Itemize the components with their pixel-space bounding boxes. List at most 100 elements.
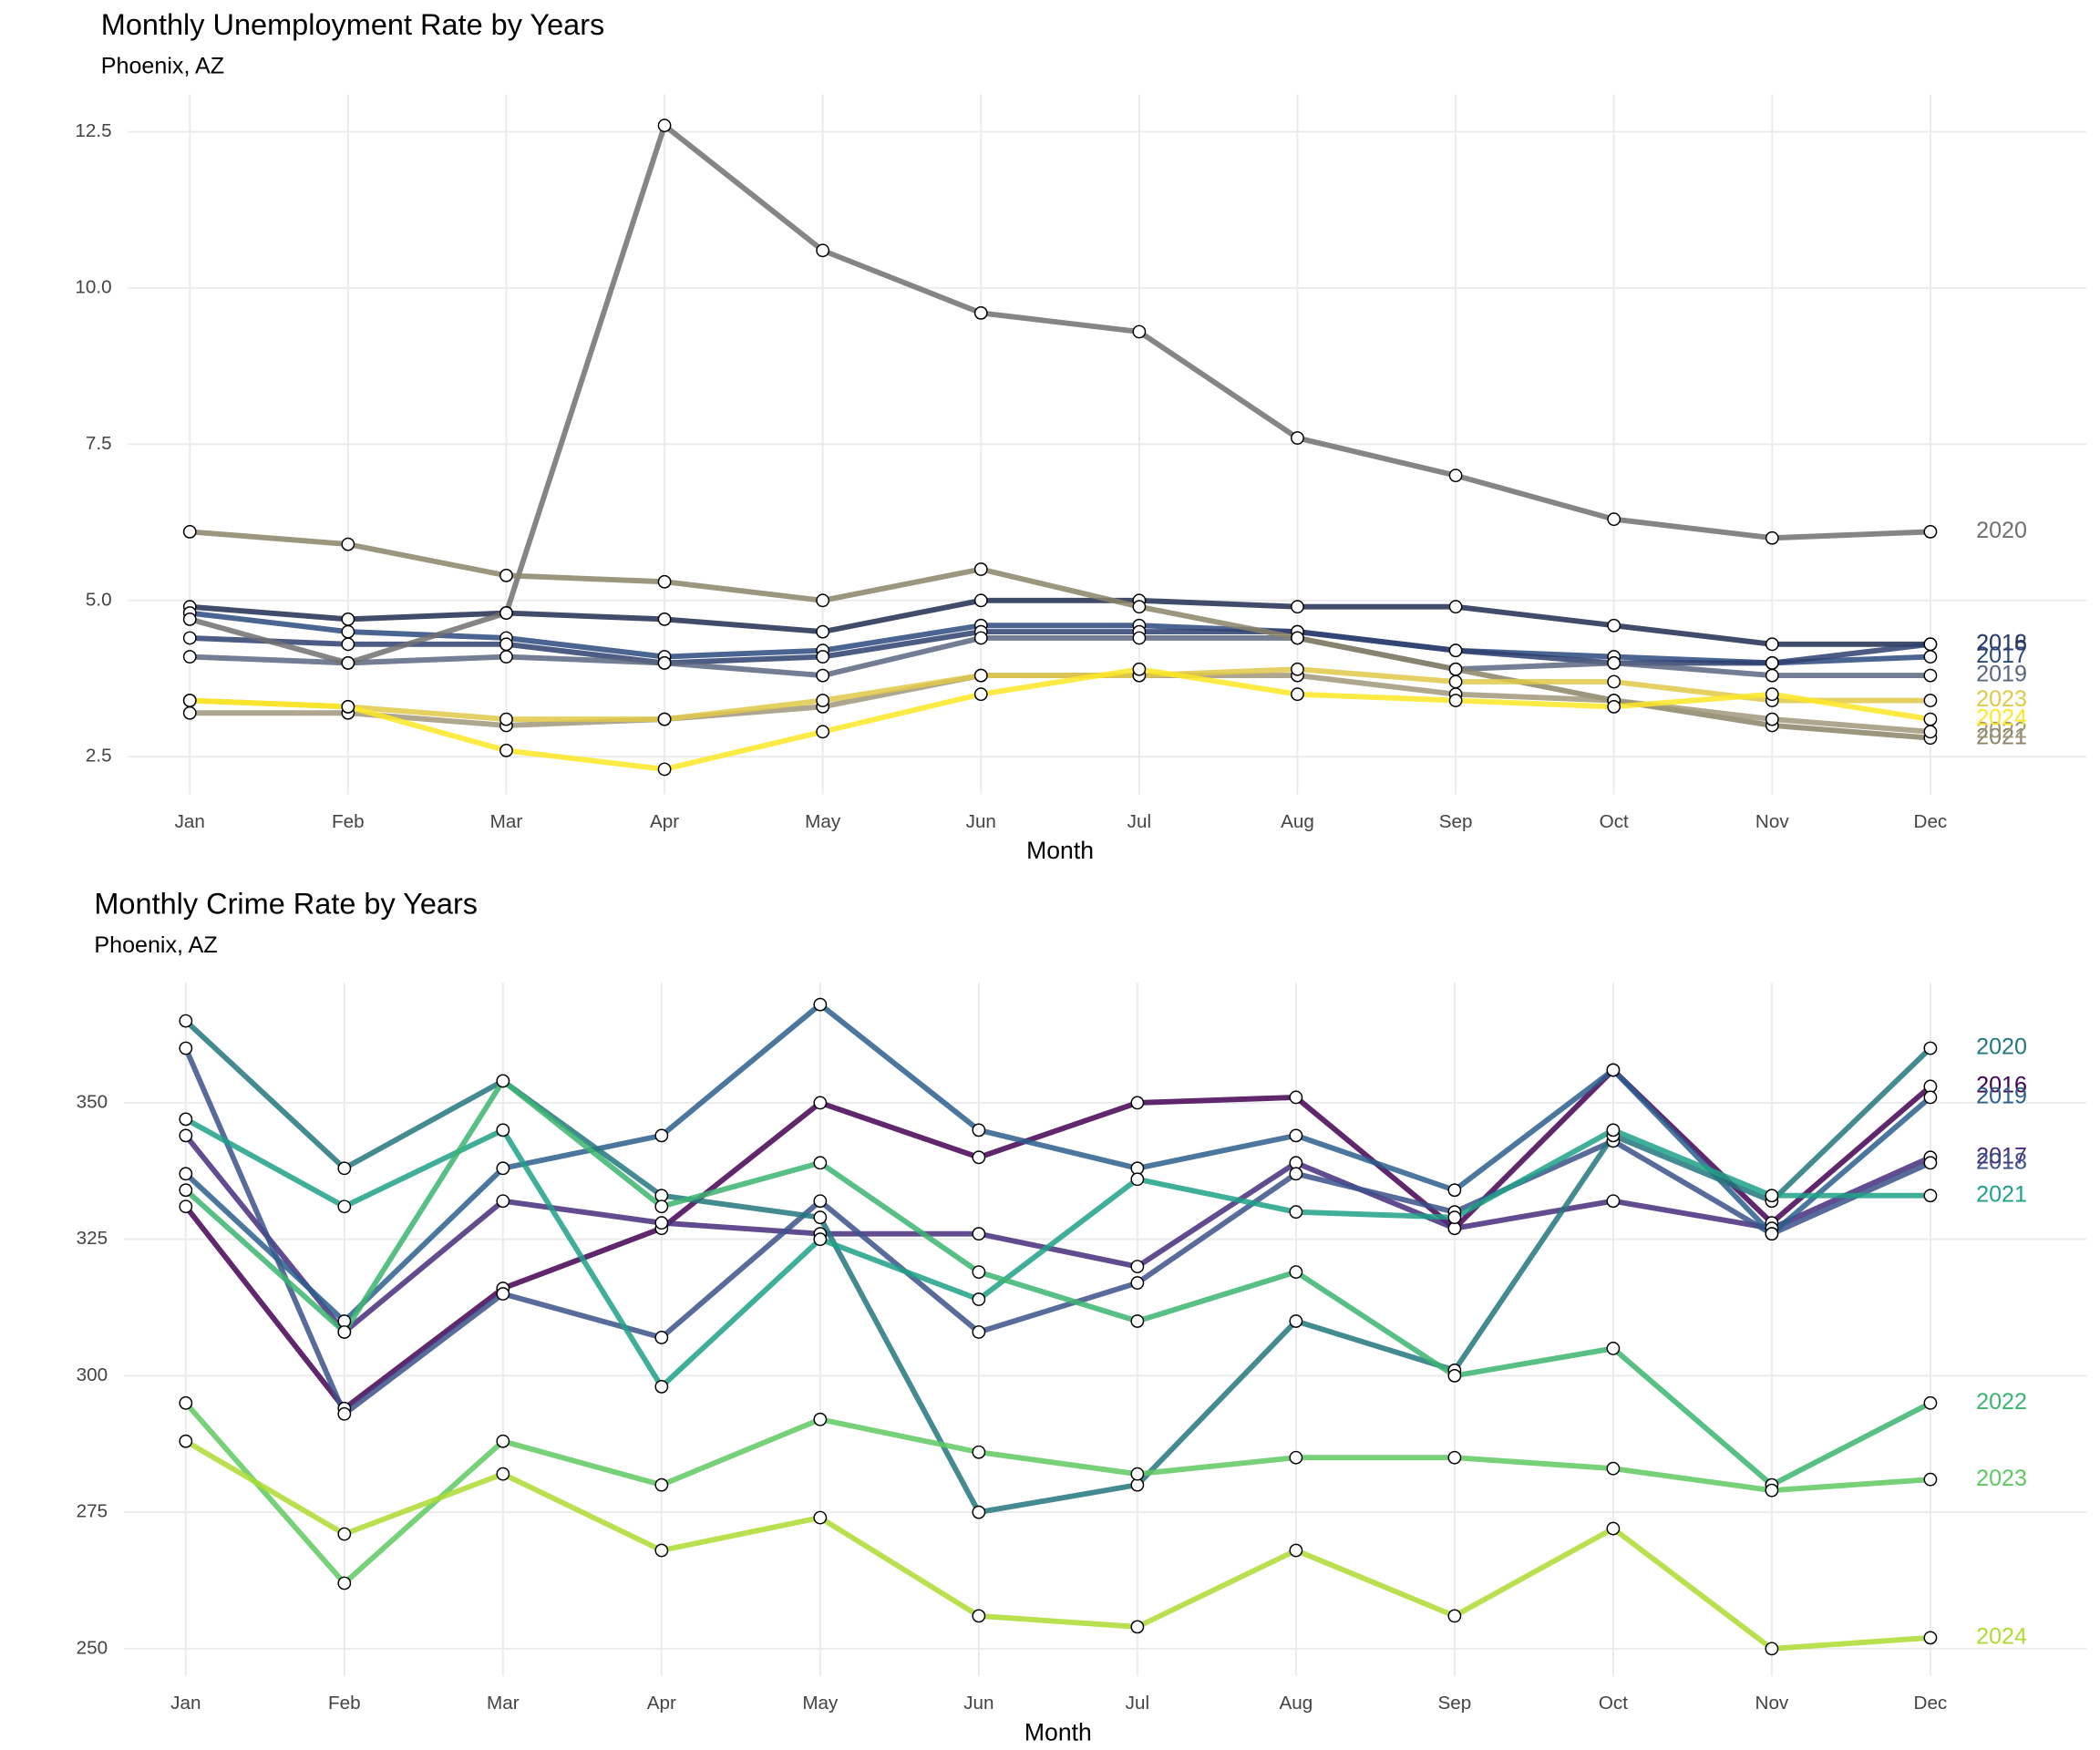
data-point <box>972 1325 986 1339</box>
y-tick-label: 300 <box>77 1364 108 1385</box>
data-point <box>1765 530 1779 545</box>
data-point <box>1765 656 1779 670</box>
series-end-label: 2021 <box>1976 724 2027 749</box>
y-tick-label: 325 <box>77 1228 108 1249</box>
data-point <box>179 1199 193 1214</box>
data-point <box>1923 637 1938 652</box>
x-tick-label: Sep <box>1439 811 1473 832</box>
data-point <box>1923 725 1938 739</box>
y-tick-label: 5.0 <box>86 589 112 610</box>
series-line <box>189 610 1931 666</box>
data-point <box>654 1477 669 1492</box>
data-point <box>813 1096 828 1110</box>
data-point <box>1291 662 1304 676</box>
data-point <box>654 1128 669 1143</box>
data-point <box>1289 1265 1303 1279</box>
x-tick-label: Nov <box>1755 811 1789 832</box>
data-point <box>1447 1183 1462 1198</box>
data-point <box>1291 431 1304 445</box>
series-end-label: 2016 <box>1976 630 2027 655</box>
data-point <box>1289 1128 1303 1143</box>
data-point <box>813 997 828 1012</box>
x-tick-label: Mar <box>490 811 523 832</box>
data-point <box>1289 1205 1303 1220</box>
data-point <box>973 687 988 702</box>
x-axis-title: Month <box>1024 1718 1092 1745</box>
data-point <box>1607 656 1621 670</box>
data-point <box>972 1265 986 1279</box>
data-point <box>813 1194 828 1209</box>
data-point <box>496 1074 510 1088</box>
data-point <box>973 668 988 683</box>
data-point <box>1923 668 1938 683</box>
data-point <box>1606 1123 1621 1138</box>
data-point <box>1447 1210 1462 1225</box>
data-point <box>341 656 355 670</box>
data-point <box>1923 1472 1938 1487</box>
data-point <box>1132 631 1147 645</box>
data-point <box>1448 694 1463 707</box>
data-point <box>973 631 988 645</box>
data-point <box>1448 662 1463 676</box>
data-point <box>1765 1227 1779 1241</box>
data-point <box>182 705 197 720</box>
data-point <box>973 562 988 576</box>
series-end-label: 2020 <box>1976 518 2027 543</box>
data-point <box>182 650 197 664</box>
data-point <box>1923 1156 1938 1170</box>
data-point <box>1289 1543 1303 1558</box>
y-tick-label: 10.0 <box>75 276 111 297</box>
series-end-label: 2019 <box>1976 1084 2027 1109</box>
x-tick-label: Dec <box>1914 811 1948 832</box>
data-point <box>179 1167 193 1181</box>
data-point <box>1132 662 1147 676</box>
x-tick-label: Jul <box>1126 1693 1149 1714</box>
chart-subtitle: Phoenix, AZ <box>101 53 224 78</box>
data-point <box>1765 668 1779 683</box>
data-point <box>813 1156 828 1170</box>
x-tick-label: Mar <box>487 1693 520 1714</box>
data-point <box>816 593 830 608</box>
x-tick-label: Jul <box>1127 811 1151 832</box>
data-point <box>1289 1314 1303 1328</box>
data-point <box>499 606 513 620</box>
data-point <box>1607 700 1621 714</box>
data-point <box>1607 618 1621 633</box>
series-end-label: 2019 <box>1976 662 2027 687</box>
data-point <box>972 1150 986 1165</box>
data-point <box>1765 637 1779 652</box>
data-point <box>1447 1368 1462 1383</box>
x-tick-label: Aug <box>1279 1693 1312 1714</box>
series-end-label: 2023 <box>1976 1466 2027 1491</box>
data-point <box>973 306 988 320</box>
data-point <box>1447 1609 1462 1623</box>
data-point <box>1923 1631 1938 1645</box>
data-point <box>1448 674 1463 689</box>
data-point <box>1923 650 1938 664</box>
data-point <box>816 694 830 707</box>
x-tick-label: Apr <box>647 1693 676 1714</box>
x-tick-label: May <box>805 811 841 832</box>
data-point <box>654 1331 669 1344</box>
x-tick-label: May <box>802 1693 839 1714</box>
data-point <box>496 1161 510 1176</box>
data-point <box>1130 1467 1145 1481</box>
data-point <box>657 712 672 726</box>
data-point <box>816 668 830 683</box>
data-point <box>972 1445 986 1459</box>
series-line <box>190 597 1930 647</box>
data-point <box>1130 1172 1145 1187</box>
data-point <box>1289 1090 1303 1105</box>
x-tick-label: Oct <box>1599 1693 1628 1714</box>
data-point <box>337 1199 352 1214</box>
series-end-label: 2020 <box>1976 1035 2027 1060</box>
x-tick-label: Jun <box>966 811 996 832</box>
data-point <box>182 631 197 645</box>
data-point <box>1765 1642 1779 1656</box>
data-point <box>1923 1041 1938 1055</box>
data-point <box>1448 468 1463 483</box>
data-point <box>337 1527 352 1541</box>
data-point <box>816 650 830 664</box>
data-point <box>654 1379 669 1394</box>
